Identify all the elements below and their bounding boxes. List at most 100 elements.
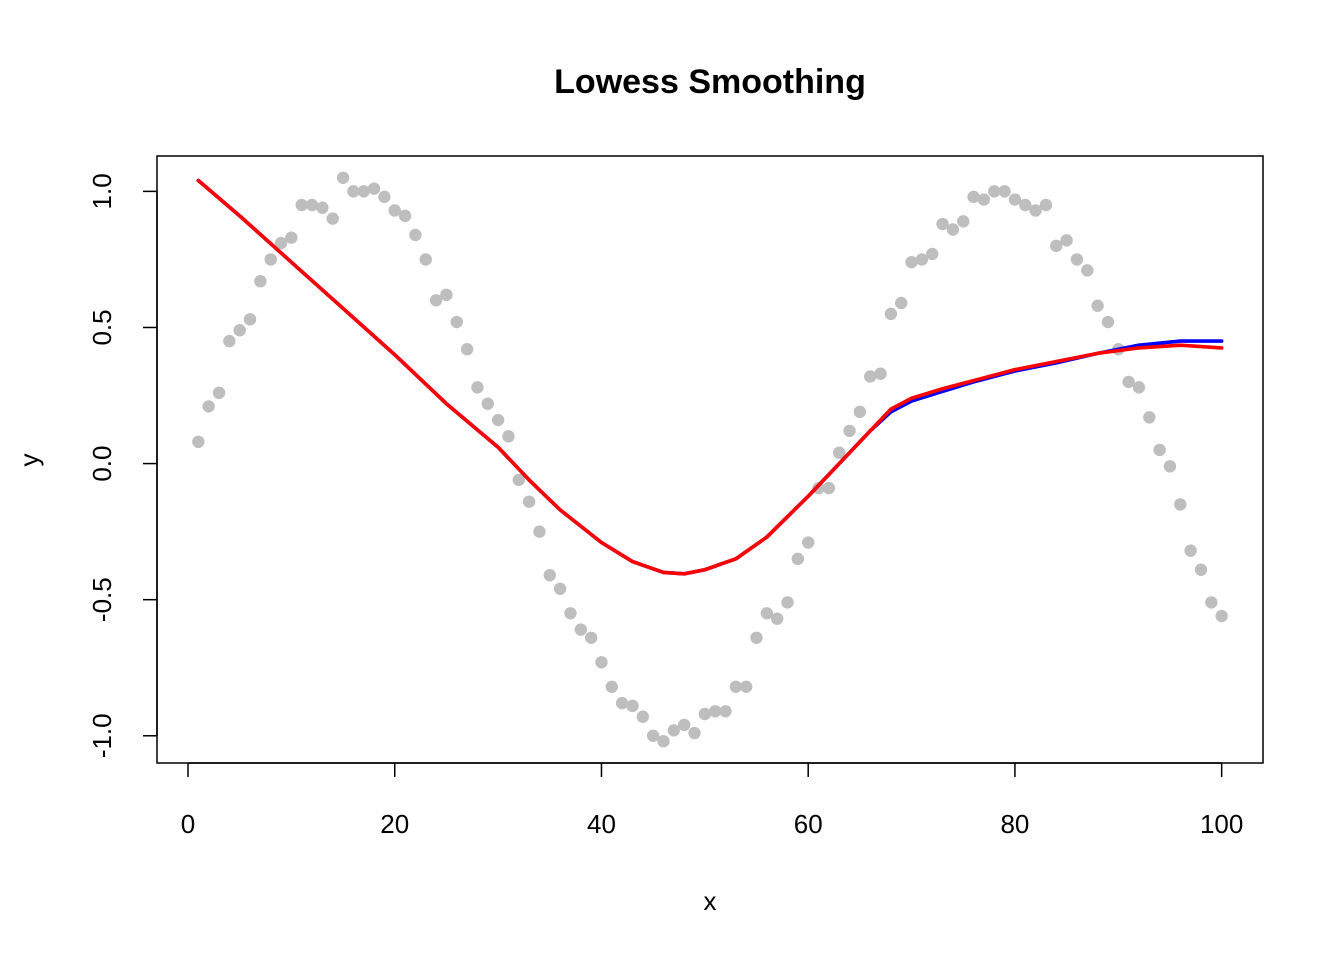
data-point bbox=[1194, 563, 1208, 576]
data-point bbox=[285, 231, 298, 244]
data-point bbox=[1019, 198, 1032, 212]
data-point bbox=[729, 680, 743, 693]
data-point bbox=[1070, 253, 1084, 266]
y-axis: -1.0 -0.5 0.0 0.5 1.0 bbox=[87, 173, 158, 758]
data-point bbox=[1008, 193, 1022, 206]
plot-frame bbox=[156, 155, 1264, 764]
x-tick-label: 40 bbox=[587, 809, 616, 839]
scatter-points bbox=[192, 171, 1228, 748]
x-tick-label: 0 bbox=[181, 809, 195, 839]
data-point bbox=[471, 381, 484, 394]
data-point bbox=[1205, 596, 1218, 609]
data-point bbox=[636, 710, 650, 723]
data-point bbox=[998, 185, 1011, 198]
data-point bbox=[667, 724, 681, 737]
data-point bbox=[833, 446, 846, 459]
data-point bbox=[295, 198, 308, 212]
data-point bbox=[574, 623, 587, 636]
data-point bbox=[688, 726, 701, 740]
y-axis-label: y bbox=[14, 454, 44, 467]
data-point bbox=[946, 223, 960, 236]
data-point bbox=[770, 612, 784, 625]
data-point bbox=[1060, 234, 1073, 247]
data-point bbox=[419, 253, 432, 266]
data-point bbox=[450, 315, 463, 329]
data-point bbox=[646, 729, 660, 742]
y-tick-label: 0.5 bbox=[87, 309, 117, 345]
data-point bbox=[936, 217, 949, 231]
data-point bbox=[1153, 443, 1166, 457]
data-point bbox=[1163, 460, 1177, 473]
data-point bbox=[905, 255, 918, 269]
data-point bbox=[512, 473, 525, 487]
data-point bbox=[595, 656, 608, 669]
data-point bbox=[491, 413, 505, 427]
data-point bbox=[1215, 609, 1228, 623]
data-point bbox=[440, 288, 453, 302]
data-point bbox=[1122, 375, 1135, 389]
data-point bbox=[977, 193, 991, 206]
data-point bbox=[522, 495, 536, 508]
data-point bbox=[564, 607, 577, 620]
y-tick-label: 1.0 bbox=[87, 173, 117, 209]
data-point bbox=[347, 185, 360, 198]
data-point bbox=[553, 582, 567, 595]
data-point bbox=[1029, 204, 1042, 217]
data-point bbox=[243, 313, 257, 326]
data-point bbox=[801, 536, 815, 549]
data-point bbox=[533, 525, 546, 538]
data-point bbox=[326, 212, 339, 225]
data-point bbox=[233, 324, 246, 337]
data-point bbox=[750, 631, 763, 644]
data-point bbox=[853, 405, 867, 419]
data-point bbox=[719, 705, 732, 718]
x-tick-label: 100 bbox=[1200, 809, 1243, 839]
data-point bbox=[895, 296, 908, 310]
data-point bbox=[1081, 264, 1094, 277]
data-point bbox=[1091, 299, 1104, 312]
data-point bbox=[274, 236, 288, 250]
data-point bbox=[1050, 239, 1063, 253]
data-point bbox=[957, 215, 970, 228]
data-point bbox=[698, 707, 712, 721]
data-point bbox=[192, 435, 205, 449]
data-point bbox=[543, 568, 556, 582]
data-point bbox=[502, 430, 515, 443]
data-point bbox=[460, 343, 474, 356]
data-point bbox=[739, 680, 753, 693]
data-point bbox=[605, 680, 619, 693]
x-tick-label: 60 bbox=[794, 809, 823, 839]
x-axis: 0 20 40 60 80 100 bbox=[181, 762, 1243, 839]
data-point bbox=[677, 718, 691, 732]
data-point bbox=[781, 596, 794, 609]
x-axis-label: x bbox=[704, 886, 717, 916]
data-point bbox=[367, 182, 381, 195]
data-point bbox=[822, 481, 836, 495]
data-point bbox=[264, 253, 277, 266]
data-point bbox=[305, 198, 319, 212]
data-point bbox=[626, 699, 639, 713]
smoothing-lines bbox=[196, 178, 1224, 576]
data-point bbox=[316, 201, 329, 214]
data-point bbox=[409, 228, 422, 242]
data-point bbox=[874, 367, 887, 380]
data-point bbox=[1174, 498, 1187, 511]
data-point bbox=[1132, 381, 1146, 394]
data-point bbox=[254, 275, 267, 288]
red-smooth-line bbox=[196, 178, 1224, 576]
data-point bbox=[336, 171, 350, 184]
data-point bbox=[1184, 544, 1197, 557]
data-point bbox=[884, 307, 898, 321]
x-tick-label: 80 bbox=[1000, 809, 1029, 839]
data-point bbox=[212, 386, 226, 400]
y-tick-label: -0.5 bbox=[87, 577, 117, 622]
data-point bbox=[1143, 411, 1156, 424]
data-point bbox=[708, 705, 722, 718]
data-point bbox=[915, 253, 929, 266]
data-point bbox=[398, 209, 412, 223]
data-point bbox=[657, 735, 670, 748]
data-point bbox=[357, 185, 370, 198]
x-tick-label: 20 bbox=[380, 809, 409, 839]
data-point bbox=[429, 294, 443, 307]
